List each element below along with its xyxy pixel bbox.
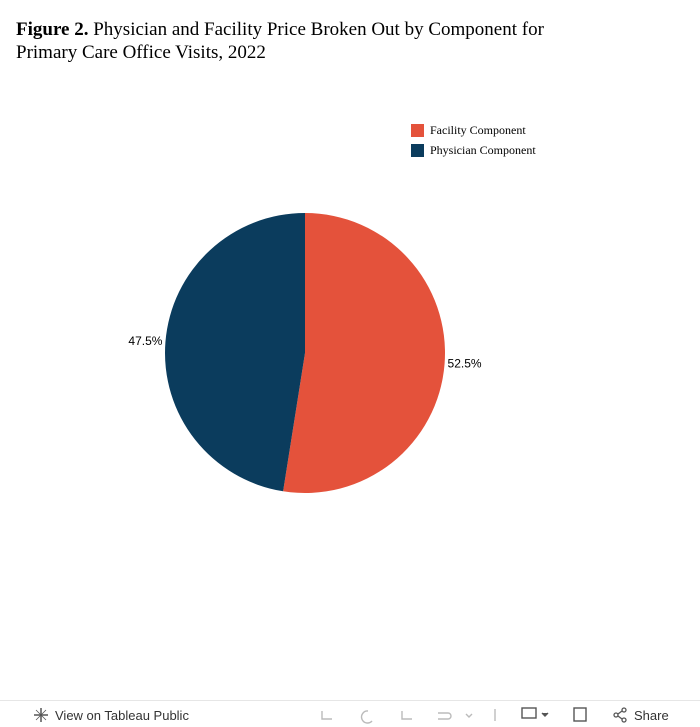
view-link-text: View on Tableau Public: [55, 707, 189, 723]
legend-swatch: [411, 124, 424, 137]
toolbar-icons: [321, 709, 496, 724]
view-link[interactable]: View on Tableau Public: [33, 707, 189, 723]
pie-slice: [165, 213, 305, 492]
toolbar-icons-2: [521, 707, 587, 722]
share-icon: [613, 707, 627, 723]
legend-label: Facility Component: [430, 123, 526, 137]
legend-swatch: [411, 144, 424, 157]
title-text: Physician and Facility Price Broken Out …: [16, 19, 544, 63]
tableau-icon: [34, 708, 48, 722]
data-label: 47.5%: [128, 334, 162, 348]
data-label: 52.5%: [448, 356, 482, 370]
title-label: Figure 2.: [16, 19, 89, 40]
share-button[interactable]: Share: [612, 707, 669, 723]
chart-title: Figure 2. Physician and Facility Price B…: [16, 18, 596, 64]
legend-label: Physician Component: [430, 143, 536, 157]
share-text: Share: [634, 707, 669, 723]
pie-slice: [283, 213, 445, 493]
chart: 52.5% 47.5% Facility Component Physician Co…: [128, 123, 536, 493]
toolbar: View on Tableau Public Share: [0, 700, 700, 727]
